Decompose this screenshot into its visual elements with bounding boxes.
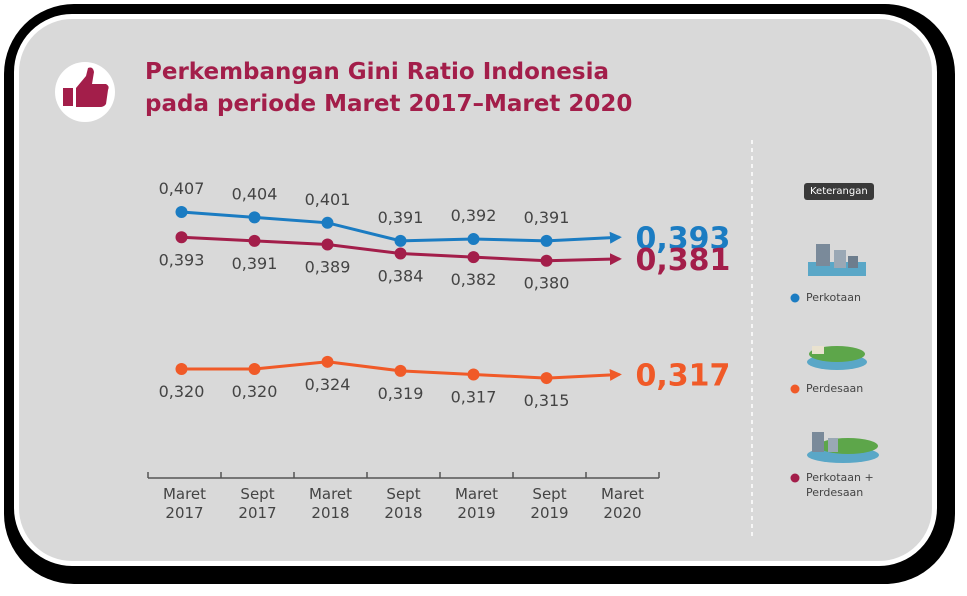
value-label: 0,315 xyxy=(524,391,570,410)
value-label: 0,401 xyxy=(305,190,351,209)
data-point xyxy=(321,216,334,229)
legend-marker xyxy=(790,384,800,394)
value-label: 0,389 xyxy=(305,257,351,276)
data-point xyxy=(175,205,188,218)
x-tick-label: Sept 2019 xyxy=(530,485,569,522)
x-tick-label: Maret 2019 xyxy=(454,485,499,522)
data-point xyxy=(321,238,334,251)
data-point xyxy=(467,233,480,246)
value-label: 0,319 xyxy=(378,384,424,403)
value-label: 0,392 xyxy=(451,206,497,225)
value-label: 0,382 xyxy=(451,270,497,289)
data-point xyxy=(467,251,480,264)
legend-title: Keterangan xyxy=(804,183,874,200)
value-label: 0,320 xyxy=(159,382,205,401)
value-label: 0,391 xyxy=(232,254,278,273)
data-point xyxy=(248,211,261,224)
data-point xyxy=(248,234,261,247)
data-point xyxy=(321,355,334,368)
value-label: 0,380 xyxy=(524,274,570,293)
data-point xyxy=(467,368,480,381)
data-point xyxy=(540,254,553,267)
x-tick-label: Maret 2017 xyxy=(162,485,207,522)
data-point xyxy=(175,363,188,376)
data-point xyxy=(394,247,407,260)
value-label: 0,407 xyxy=(159,179,205,198)
x-tick-label: Sept 2018 xyxy=(384,485,423,522)
chart-title: Perkembangan Gini Ratio Indonesia pada p… xyxy=(145,59,633,117)
thumbs-up-icon xyxy=(63,67,109,107)
value-label: 0,391 xyxy=(378,208,424,227)
legend-marker xyxy=(790,293,800,303)
x-tick-label: Sept 2017 xyxy=(238,485,277,522)
x-tick-label: Maret 2020 xyxy=(600,485,645,522)
data-point xyxy=(175,231,188,244)
value-label: 0,391 xyxy=(524,208,570,227)
data-point xyxy=(248,363,261,376)
value-label: 0,384 xyxy=(378,266,424,285)
data-point xyxy=(394,364,407,377)
data-point xyxy=(394,234,407,247)
value-label: 0,324 xyxy=(305,375,351,394)
x-tick-label: Maret 2018 xyxy=(308,485,353,522)
data-point xyxy=(540,234,553,247)
value-label-highlight: 0,381 xyxy=(636,243,731,278)
data-point xyxy=(540,372,553,385)
panel xyxy=(14,14,937,566)
legend-marker xyxy=(790,473,800,483)
value-label: 0,393 xyxy=(159,250,205,269)
value-label: 0,317 xyxy=(451,387,497,406)
value-label: 0,320 xyxy=(232,382,278,401)
value-label-highlight: 0,393 xyxy=(636,221,731,256)
legend-icons xyxy=(807,244,879,463)
value-label-highlight: 0,317 xyxy=(636,358,731,393)
legend-label: Perkotaan + Perdesaan xyxy=(806,471,874,499)
legend-label: Perdesaan xyxy=(806,382,864,395)
legend-label: Perkotaan xyxy=(806,291,862,304)
value-label: 0,404 xyxy=(232,184,278,203)
